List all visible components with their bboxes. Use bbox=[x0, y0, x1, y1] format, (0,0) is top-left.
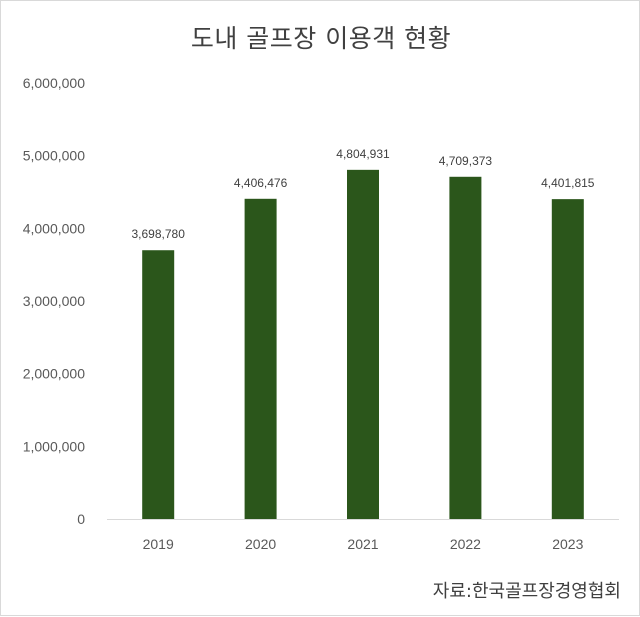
data-labels: 3,698,780 4,406,476 4,804,931 4,709,373 4,40… bbox=[132, 147, 595, 241]
data-label: 4,804,931 bbox=[336, 147, 390, 161]
x-tick-label: 2019 bbox=[143, 536, 174, 552]
y-tick-label: 2,000,000 bbox=[23, 366, 85, 382]
bar bbox=[142, 250, 175, 519]
chart-title: 도내 골프장 이용객 현황 bbox=[190, 24, 452, 53]
data-label: 3,698,780 bbox=[132, 227, 186, 241]
y-tick-label: 4,000,000 bbox=[23, 220, 85, 236]
x-tick-label: 2020 bbox=[245, 536, 276, 552]
y-tick-label: 5,000,000 bbox=[23, 148, 85, 164]
x-tick-label: 2022 bbox=[450, 536, 481, 552]
source-note: 자료:한국골프장경영협회 bbox=[432, 581, 621, 602]
bar bbox=[551, 199, 584, 520]
y-tick-label: 1,000,000 bbox=[23, 438, 85, 454]
data-label: 4,401,815 bbox=[541, 176, 595, 190]
bar-series bbox=[142, 169, 584, 520]
x-tick-label: 2023 bbox=[552, 536, 583, 552]
data-label: 4,709,373 bbox=[439, 154, 493, 168]
x-tick-label: 2021 bbox=[347, 536, 378, 552]
y-axis: 0 1,000,000 2,000,000 3,000,000 4,000,000 5,0… bbox=[23, 75, 86, 527]
bar bbox=[244, 198, 277, 519]
y-tick-label: 6,000,000 bbox=[23, 75, 85, 91]
data-label: 4,406,476 bbox=[234, 176, 288, 190]
bar bbox=[347, 169, 379, 519]
y-tick-label: 0 bbox=[77, 511, 85, 527]
y-tick-label: 3,000,000 bbox=[23, 293, 85, 309]
bar bbox=[449, 176, 482, 519]
x-axis: 2019 2020 2021 2022 2023 bbox=[143, 536, 584, 552]
